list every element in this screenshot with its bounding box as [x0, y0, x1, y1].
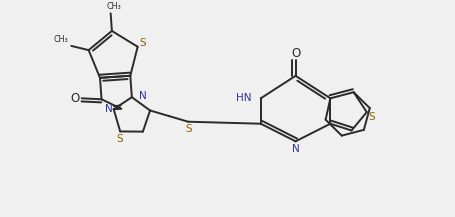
Text: CH₃: CH₃	[106, 2, 121, 11]
Text: N: N	[291, 144, 299, 154]
Text: N: N	[138, 91, 146, 101]
Text: CH₃: CH₃	[54, 35, 69, 44]
Text: O: O	[290, 47, 299, 60]
Text: HN: HN	[236, 93, 251, 103]
Text: S: S	[368, 112, 374, 122]
Text: S: S	[139, 38, 146, 48]
Text: N: N	[105, 104, 113, 114]
Text: S: S	[116, 134, 123, 144]
Text: S: S	[186, 123, 192, 133]
Text: O: O	[70, 92, 79, 105]
